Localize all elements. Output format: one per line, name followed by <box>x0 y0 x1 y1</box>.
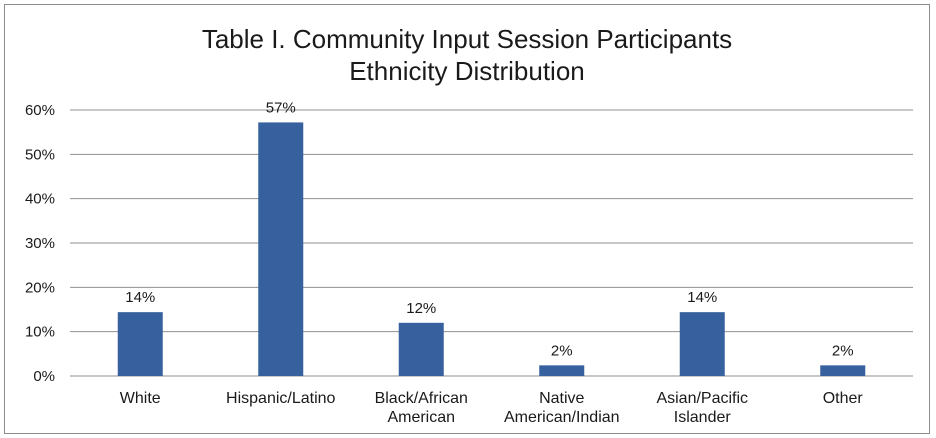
category-label-line: Native <box>539 390 584 407</box>
bar <box>679 312 725 376</box>
category-label-line: American/Indian <box>504 409 620 426</box>
bar <box>539 365 585 376</box>
data-label: 2% <box>551 342 573 359</box>
bar <box>398 322 444 376</box>
category-label-line: Black/African <box>375 390 468 407</box>
category-label-line: Other <box>823 390 864 407</box>
category-label: Black/African American <box>375 390 468 426</box>
y-tick-label: 30% <box>25 235 55 252</box>
y-tick-label: 10% <box>25 324 55 341</box>
category-label-line: Asian/Pacific <box>656 390 748 407</box>
data-label: 57% <box>266 99 296 116</box>
y-tick-label: 20% <box>25 279 55 296</box>
y-tick-label: 40% <box>25 191 55 208</box>
category-label-line: Hispanic/Latino <box>226 390 336 407</box>
y-tick-label: 50% <box>25 146 55 163</box>
chart-title-line-2: Ethnicity Distribution <box>349 56 585 86</box>
category-label: Native American/Indian <box>504 390 620 426</box>
bar <box>820 365 866 376</box>
category-label-line: American <box>387 409 455 426</box>
data-label: 2% <box>832 342 854 359</box>
category-label: Asian/Pacific Islander <box>656 390 748 426</box>
category-label: Hispanic/Latino <box>226 390 336 407</box>
bar <box>258 122 304 376</box>
y-tick-label: 60% <box>25 102 55 119</box>
category-label: White <box>120 390 161 407</box>
data-label: 12% <box>406 300 436 317</box>
y-tick-label: 0% <box>33 368 55 385</box>
category-label-line: White <box>120 390 161 407</box>
bar <box>117 312 163 376</box>
category-label: Other <box>823 390 864 407</box>
category-label-line: Islander <box>674 409 732 426</box>
chart-title-line-1: Table I. Community Input Session Partici… <box>201 24 733 54</box>
data-label: 14% <box>125 289 155 306</box>
data-label: 14% <box>687 289 717 306</box>
chart-title: Table I. Community Input Session Partici… <box>5 23 929 87</box>
